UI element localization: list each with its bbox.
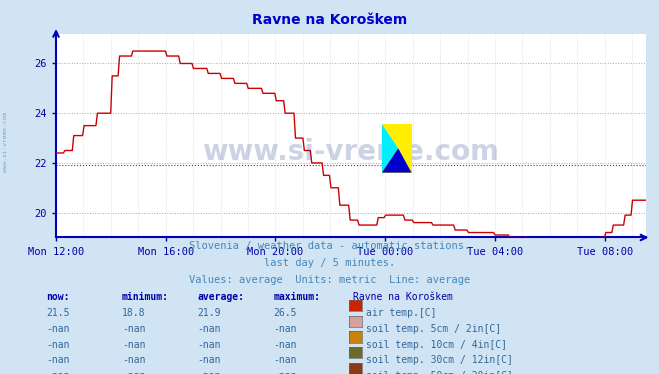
Polygon shape xyxy=(382,148,411,173)
Text: Slovenia / weather data - automatic stations.: Slovenia / weather data - automatic stat… xyxy=(189,241,470,251)
Text: Ravne na Koroškem: Ravne na Koroškem xyxy=(252,13,407,27)
Text: last day / 5 minutes.: last day / 5 minutes. xyxy=(264,258,395,268)
Text: -nan: -nan xyxy=(46,324,70,334)
Text: air temp.[C]: air temp.[C] xyxy=(366,308,436,318)
Text: -nan: -nan xyxy=(198,371,221,374)
Text: -nan: -nan xyxy=(46,371,70,374)
Text: -nan: -nan xyxy=(273,340,297,350)
Text: -nan: -nan xyxy=(122,340,146,350)
Text: www.si-vreme.com: www.si-vreme.com xyxy=(3,112,8,172)
Text: 21.5: 21.5 xyxy=(46,308,70,318)
Text: Ravne na Koroškem: Ravne na Koroškem xyxy=(353,292,453,303)
Text: -nan: -nan xyxy=(273,355,297,365)
Text: soil temp. 50cm / 20in[C]: soil temp. 50cm / 20in[C] xyxy=(366,371,513,374)
Text: soil temp. 30cm / 12in[C]: soil temp. 30cm / 12in[C] xyxy=(366,355,513,365)
Text: -nan: -nan xyxy=(122,324,146,334)
Text: -nan: -nan xyxy=(46,340,70,350)
Text: maximum:: maximum: xyxy=(273,292,320,303)
Text: soil temp. 10cm / 4in[C]: soil temp. 10cm / 4in[C] xyxy=(366,340,507,350)
Text: average:: average: xyxy=(198,292,244,303)
Text: -nan: -nan xyxy=(122,371,146,374)
Text: -nan: -nan xyxy=(273,371,297,374)
Text: now:: now: xyxy=(46,292,70,303)
Text: 21.9: 21.9 xyxy=(198,308,221,318)
Text: www.si-vreme.com: www.si-vreme.com xyxy=(202,138,500,166)
Text: 26.5: 26.5 xyxy=(273,308,297,318)
Text: -nan: -nan xyxy=(273,324,297,334)
Text: 18.8: 18.8 xyxy=(122,308,146,318)
Text: -nan: -nan xyxy=(198,340,221,350)
Text: soil temp. 5cm / 2in[C]: soil temp. 5cm / 2in[C] xyxy=(366,324,501,334)
Text: minimum:: minimum: xyxy=(122,292,169,303)
Text: Values: average  Units: metric  Line: average: Values: average Units: metric Line: aver… xyxy=(189,275,470,285)
Text: -nan: -nan xyxy=(198,355,221,365)
Text: -nan: -nan xyxy=(198,324,221,334)
Text: -nan: -nan xyxy=(46,355,70,365)
Text: -nan: -nan xyxy=(122,355,146,365)
Polygon shape xyxy=(382,124,398,173)
